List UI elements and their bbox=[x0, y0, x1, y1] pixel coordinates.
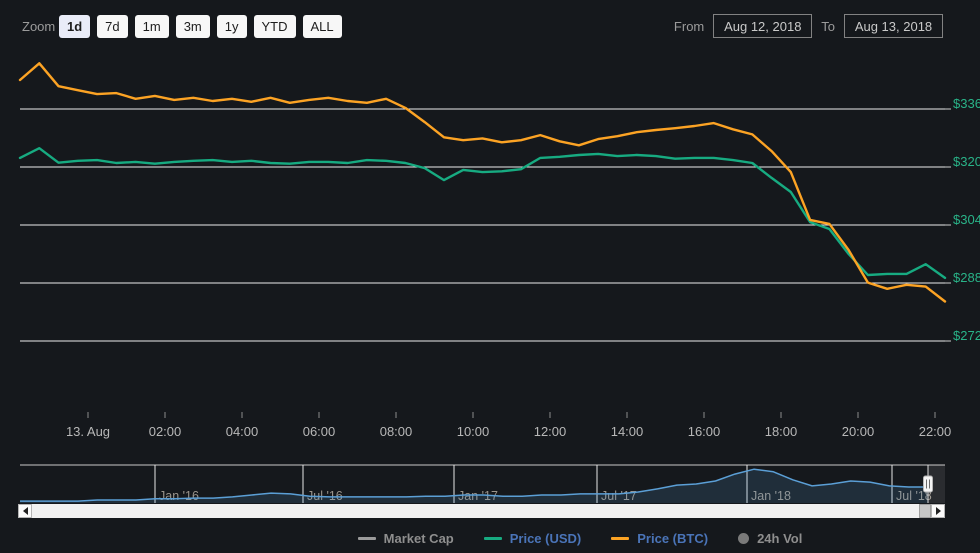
zoom-button-7d[interactable]: 7d bbox=[97, 15, 127, 38]
legend-item-price-usd-[interactable]: Price (USD) bbox=[484, 531, 582, 546]
chart-legend: Market Cap Price (USD) Price (BTC) 24h Vol bbox=[180, 529, 980, 547]
legend-marker-icon bbox=[358, 537, 376, 540]
legend-marker-icon bbox=[484, 537, 502, 540]
legend-item-market-cap[interactable]: Market Cap bbox=[358, 531, 454, 546]
legend-label: Price (BTC) bbox=[637, 531, 708, 546]
price-btc--line bbox=[20, 63, 945, 301]
zoom-button-1d[interactable]: 1d bbox=[59, 15, 90, 38]
x-axis-label: 18:00 bbox=[765, 424, 798, 439]
legend-item-price-btc-[interactable]: Price (BTC) bbox=[611, 531, 708, 546]
y-axis-label: $304 bbox=[953, 212, 980, 227]
to-label: To bbox=[821, 19, 835, 34]
legend-label: 24h Vol bbox=[757, 531, 802, 546]
y-axis-label: $288 bbox=[953, 270, 980, 285]
scrollbar-right-arrow[interactable] bbox=[931, 504, 945, 518]
from-label: From bbox=[674, 19, 704, 34]
legend-label: Price (USD) bbox=[510, 531, 582, 546]
x-axis-label: 08:00 bbox=[380, 424, 413, 439]
left-arrow-icon bbox=[23, 507, 28, 515]
scrollbar-thumb[interactable] bbox=[919, 504, 931, 518]
to-date-input[interactable] bbox=[844, 14, 943, 38]
price-chart: $336 $320 $304 $288 $272 13. Aug 02:00 04:00 06:… bbox=[0, 0, 980, 553]
legend-marker-icon bbox=[738, 533, 749, 544]
y-axis-label: $320 bbox=[953, 154, 980, 169]
date-range-group: From To bbox=[674, 14, 943, 38]
zoom-button-1y[interactable]: 1y bbox=[217, 15, 247, 38]
x-axis-label: 16:00 bbox=[688, 424, 721, 439]
right-arrow-icon bbox=[936, 507, 941, 515]
x-axis-label: 12:00 bbox=[534, 424, 567, 439]
scrollbar-track[interactable] bbox=[32, 504, 919, 518]
crypto-chart-page: { "page": { "background": "#15181c" }, "… bbox=[0, 0, 980, 553]
x-axis-label: 02:00 bbox=[149, 424, 182, 439]
scrollbar bbox=[18, 504, 945, 518]
toolbar: Zoom 1d 7d 1m 3m 1y YTD ALL From To bbox=[0, 14, 980, 40]
legend-marker-icon bbox=[611, 537, 629, 540]
zoom-button-3m[interactable]: 3m bbox=[176, 15, 210, 38]
x-axis-label: 20:00 bbox=[842, 424, 875, 439]
x-axis-label: 06:00 bbox=[303, 424, 336, 439]
x-axis-label: 14:00 bbox=[611, 424, 644, 439]
x-axis-label: 22:00 bbox=[919, 424, 952, 439]
navigator-area bbox=[20, 469, 928, 503]
zoom-buttons: 1d 7d 1m 3m 1y YTD ALL bbox=[59, 15, 342, 38]
from-date-input[interactable] bbox=[713, 14, 812, 38]
legend-item-24h-vol[interactable]: 24h Vol bbox=[738, 531, 802, 546]
y-axis-label: $336 bbox=[953, 96, 980, 111]
y-axis-label: $272 bbox=[953, 328, 980, 343]
zoom-button-1m[interactable]: 1m bbox=[135, 15, 169, 38]
scrollbar-left-arrow[interactable] bbox=[18, 504, 32, 518]
legend-label: Market Cap bbox=[384, 531, 454, 546]
x-axis-label: 10:00 bbox=[457, 424, 490, 439]
x-axis-label: 13. Aug bbox=[66, 424, 110, 439]
zoom-button-all[interactable]: ALL bbox=[303, 15, 342, 38]
x-axis-label: 04:00 bbox=[226, 424, 259, 439]
zoom-button-ytd[interactable]: YTD bbox=[254, 15, 296, 38]
zoom-label: Zoom bbox=[22, 19, 55, 34]
navigator-handle[interactable] bbox=[924, 476, 933, 492]
